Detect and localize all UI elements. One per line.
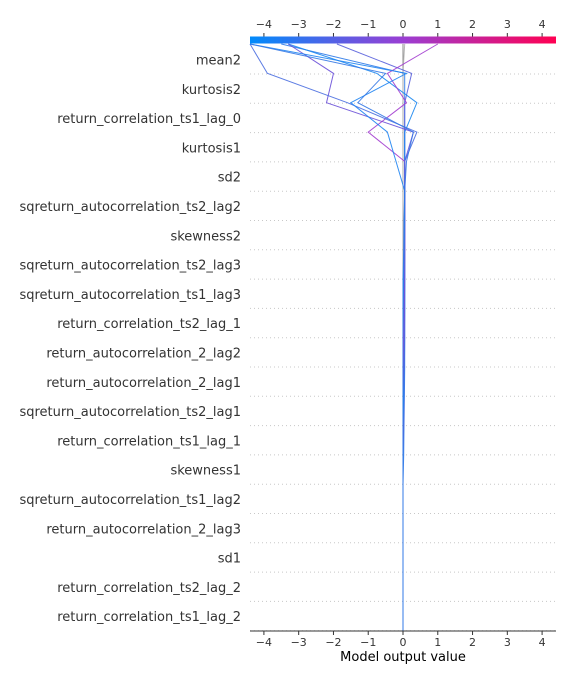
feature-label: return_correlation_ts1_lag_0 xyxy=(57,112,241,127)
feature-label: sd1 xyxy=(218,552,241,567)
bottom-tick-label: 2 xyxy=(469,636,476,649)
feature-label: return_correlation_ts1_lag_1 xyxy=(57,434,241,449)
top-tick-label: −1 xyxy=(360,18,376,31)
bottom-tick-label: −3 xyxy=(291,636,307,649)
feature-label: return_correlation_ts1_lag_2 xyxy=(57,610,241,625)
bottom-tick-label: 1 xyxy=(434,636,441,649)
feature-label: sqreturn_autocorrelation_ts2_lag1 xyxy=(19,405,241,420)
feature-label: return_autocorrelation_2_lag1 xyxy=(46,376,241,391)
colorbar xyxy=(250,36,556,44)
bottom-tick-label: 0 xyxy=(400,636,407,649)
top-tick-label: 4 xyxy=(539,18,546,31)
x-axis-title: Model output value xyxy=(340,650,466,665)
top-tick-label: 3 xyxy=(504,18,511,31)
decision-lines xyxy=(249,43,439,631)
top-tick-label: −4 xyxy=(256,18,272,31)
top-tick-label: 1 xyxy=(434,18,441,31)
feature-label: return_autocorrelation_2_lag2 xyxy=(46,347,241,362)
top-tick-label: −2 xyxy=(325,18,341,31)
top-tick-label: 0 xyxy=(400,18,407,31)
bottom-tick-label: 4 xyxy=(539,636,546,649)
feature-label: return_correlation_ts2_lag_1 xyxy=(57,317,241,332)
feature-labels: mean2 kurtosis2 return_correlation_ts1_lag… xyxy=(19,54,241,626)
decision-line xyxy=(249,43,409,631)
bottom-tick-label: −2 xyxy=(325,636,341,649)
feature-label: sqreturn_autocorrelation_ts2_lag2 xyxy=(19,200,241,215)
feature-label: sqreturn_autocorrelation_ts1_lag3 xyxy=(19,288,241,303)
bottom-axis: −4 −3 −2 −1 0 1 2 3 4 xyxy=(250,630,556,649)
feature-label: mean2 xyxy=(196,54,241,69)
feature-label: sqreturn_autocorrelation_ts1_lag2 xyxy=(19,493,241,508)
bottom-tick-label: 3 xyxy=(504,636,511,649)
decision-line xyxy=(249,43,414,631)
feature-label: return_correlation_ts2_lag_2 xyxy=(57,581,241,596)
feature-label: kurtosis1 xyxy=(182,141,241,156)
decision-line xyxy=(288,43,418,631)
feature-label: kurtosis2 xyxy=(182,83,241,98)
feature-label: skewness1 xyxy=(170,464,241,479)
top-tick-label: −3 xyxy=(291,18,307,31)
bottom-tick-label: −1 xyxy=(360,636,376,649)
bottom-tick-label: −4 xyxy=(256,636,272,649)
feature-label: return_autocorrelation_2_lag3 xyxy=(46,522,241,537)
top-axis: −4 −3 −2 −1 0 1 2 3 4 xyxy=(256,18,546,37)
feature-label: skewness2 xyxy=(170,229,241,244)
decision-line xyxy=(249,43,418,631)
feature-label: sqreturn_autocorrelation_ts2_lag3 xyxy=(19,259,241,274)
feature-label: sd2 xyxy=(218,171,241,186)
top-tick-label: 2 xyxy=(469,18,476,31)
